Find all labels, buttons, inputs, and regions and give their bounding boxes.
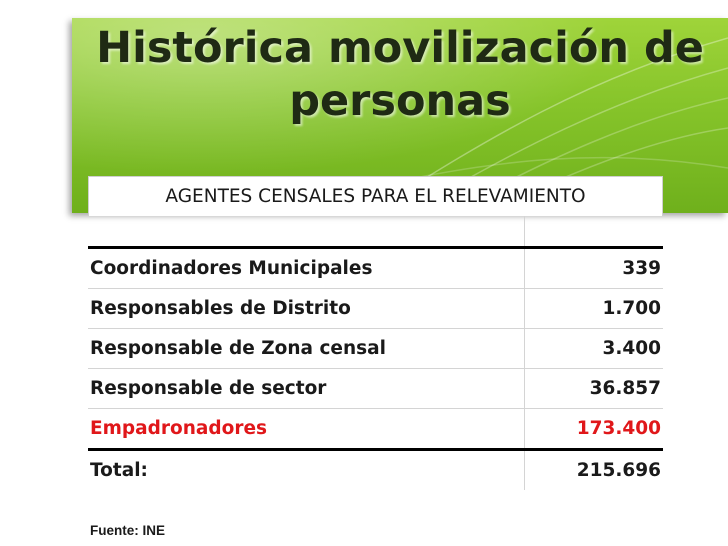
row-label: Empadronadores bbox=[88, 408, 524, 451]
agents-table: AGENTES CENSALES PARA EL RELEVAMIENTO Co… bbox=[88, 176, 663, 490]
source-note: Fuente: INE bbox=[90, 523, 166, 538]
row-label: Responsables de Distrito bbox=[88, 288, 524, 329]
table-row-blank bbox=[88, 216, 663, 249]
row-value: 36.857 bbox=[523, 368, 663, 409]
total-value: 215.696 bbox=[523, 449, 663, 490]
table-row-highlight: Empadronadores 173.400 bbox=[88, 408, 663, 451]
row-value: 339 bbox=[523, 247, 663, 289]
table-cell-empty bbox=[88, 216, 524, 249]
table-cell-empty bbox=[523, 216, 663, 249]
table-row-total: Total: 215.696 bbox=[88, 449, 663, 490]
table-row: Coordinadores Municipales 339 bbox=[88, 247, 663, 289]
table-row: Responsable de sector 36.857 bbox=[88, 368, 663, 409]
row-label: Responsable de sector bbox=[88, 368, 524, 409]
row-value: 1.700 bbox=[523, 288, 663, 329]
total-label: Total: bbox=[90, 460, 148, 481]
table-row: Responsable de Zona censal 3.400 bbox=[88, 328, 663, 369]
row-value: 3.400 bbox=[523, 328, 663, 369]
row-value: 173.400 bbox=[523, 408, 663, 451]
row-label: Coordinadores Municipales bbox=[88, 247, 524, 289]
table-row: Responsables de Distrito 1.700 bbox=[88, 288, 663, 329]
slide-title: Histórica movilización de personas bbox=[96, 23, 704, 126]
table-header: AGENTES CENSALES PARA EL RELEVAMIENTO bbox=[88, 176, 663, 216]
row-label: Responsable de Zona censal bbox=[88, 328, 524, 369]
